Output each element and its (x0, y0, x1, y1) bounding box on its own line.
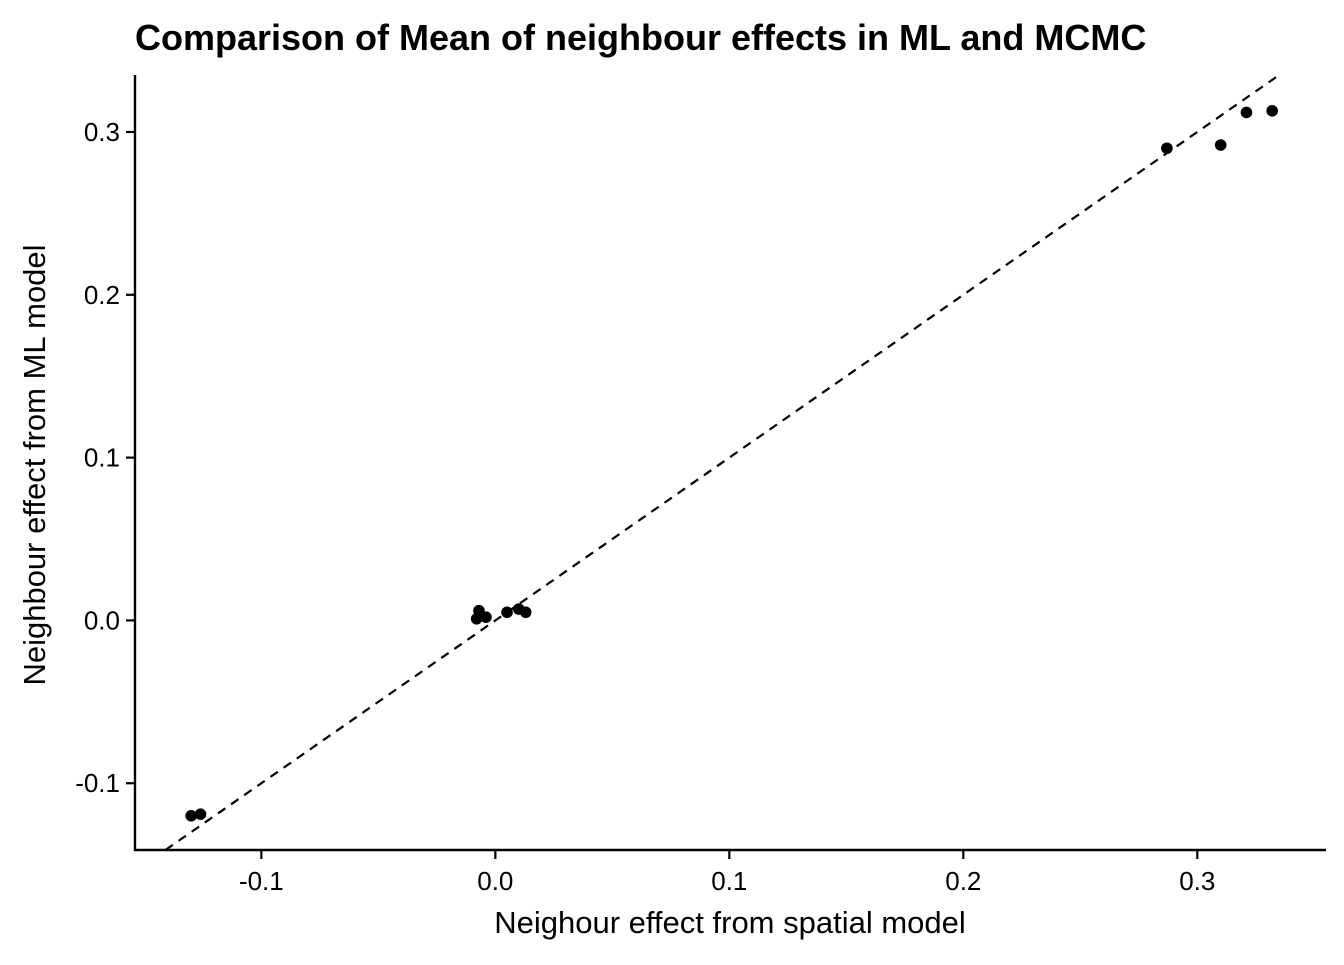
data-point (470, 613, 483, 625)
data-point (1266, 105, 1278, 117)
chart-title: Comparison of Mean of neighbour effects … (135, 17, 1146, 58)
y-tick-label: 0.3 (84, 117, 120, 147)
x-tick-label: 0.3 (1179, 866, 1215, 896)
data-point (1240, 106, 1253, 119)
data-point (501, 606, 513, 619)
x-tick-label: 0.2 (945, 866, 981, 896)
x-tick-label: -0.1 (239, 866, 284, 896)
x-axis-title: Neighour effect from spatial model (494, 905, 966, 940)
y-tick-label: 0.2 (84, 280, 120, 310)
data-point (1214, 139, 1227, 151)
x-tick-label: 0.1 (711, 866, 747, 896)
y-tick-label: 0.0 (84, 605, 120, 635)
y-tick-label: 0.1 (84, 443, 120, 473)
data-point (185, 810, 197, 822)
plot-area: -0.1 0.0 0.1 0.2 0.3 -0.1 0.0 0.1 0.2 0.3 (75, 74, 1326, 896)
data-point (480, 611, 492, 623)
y-tick-label: -0.1 (75, 768, 120, 798)
reference-line (164, 74, 1280, 851)
data-point (519, 606, 532, 619)
data-point (1161, 142, 1173, 155)
x-tick-label: 0.0 (477, 866, 513, 896)
y-axis-title: Neighbour effect from ML model (17, 244, 52, 685)
data-point (194, 808, 207, 820)
